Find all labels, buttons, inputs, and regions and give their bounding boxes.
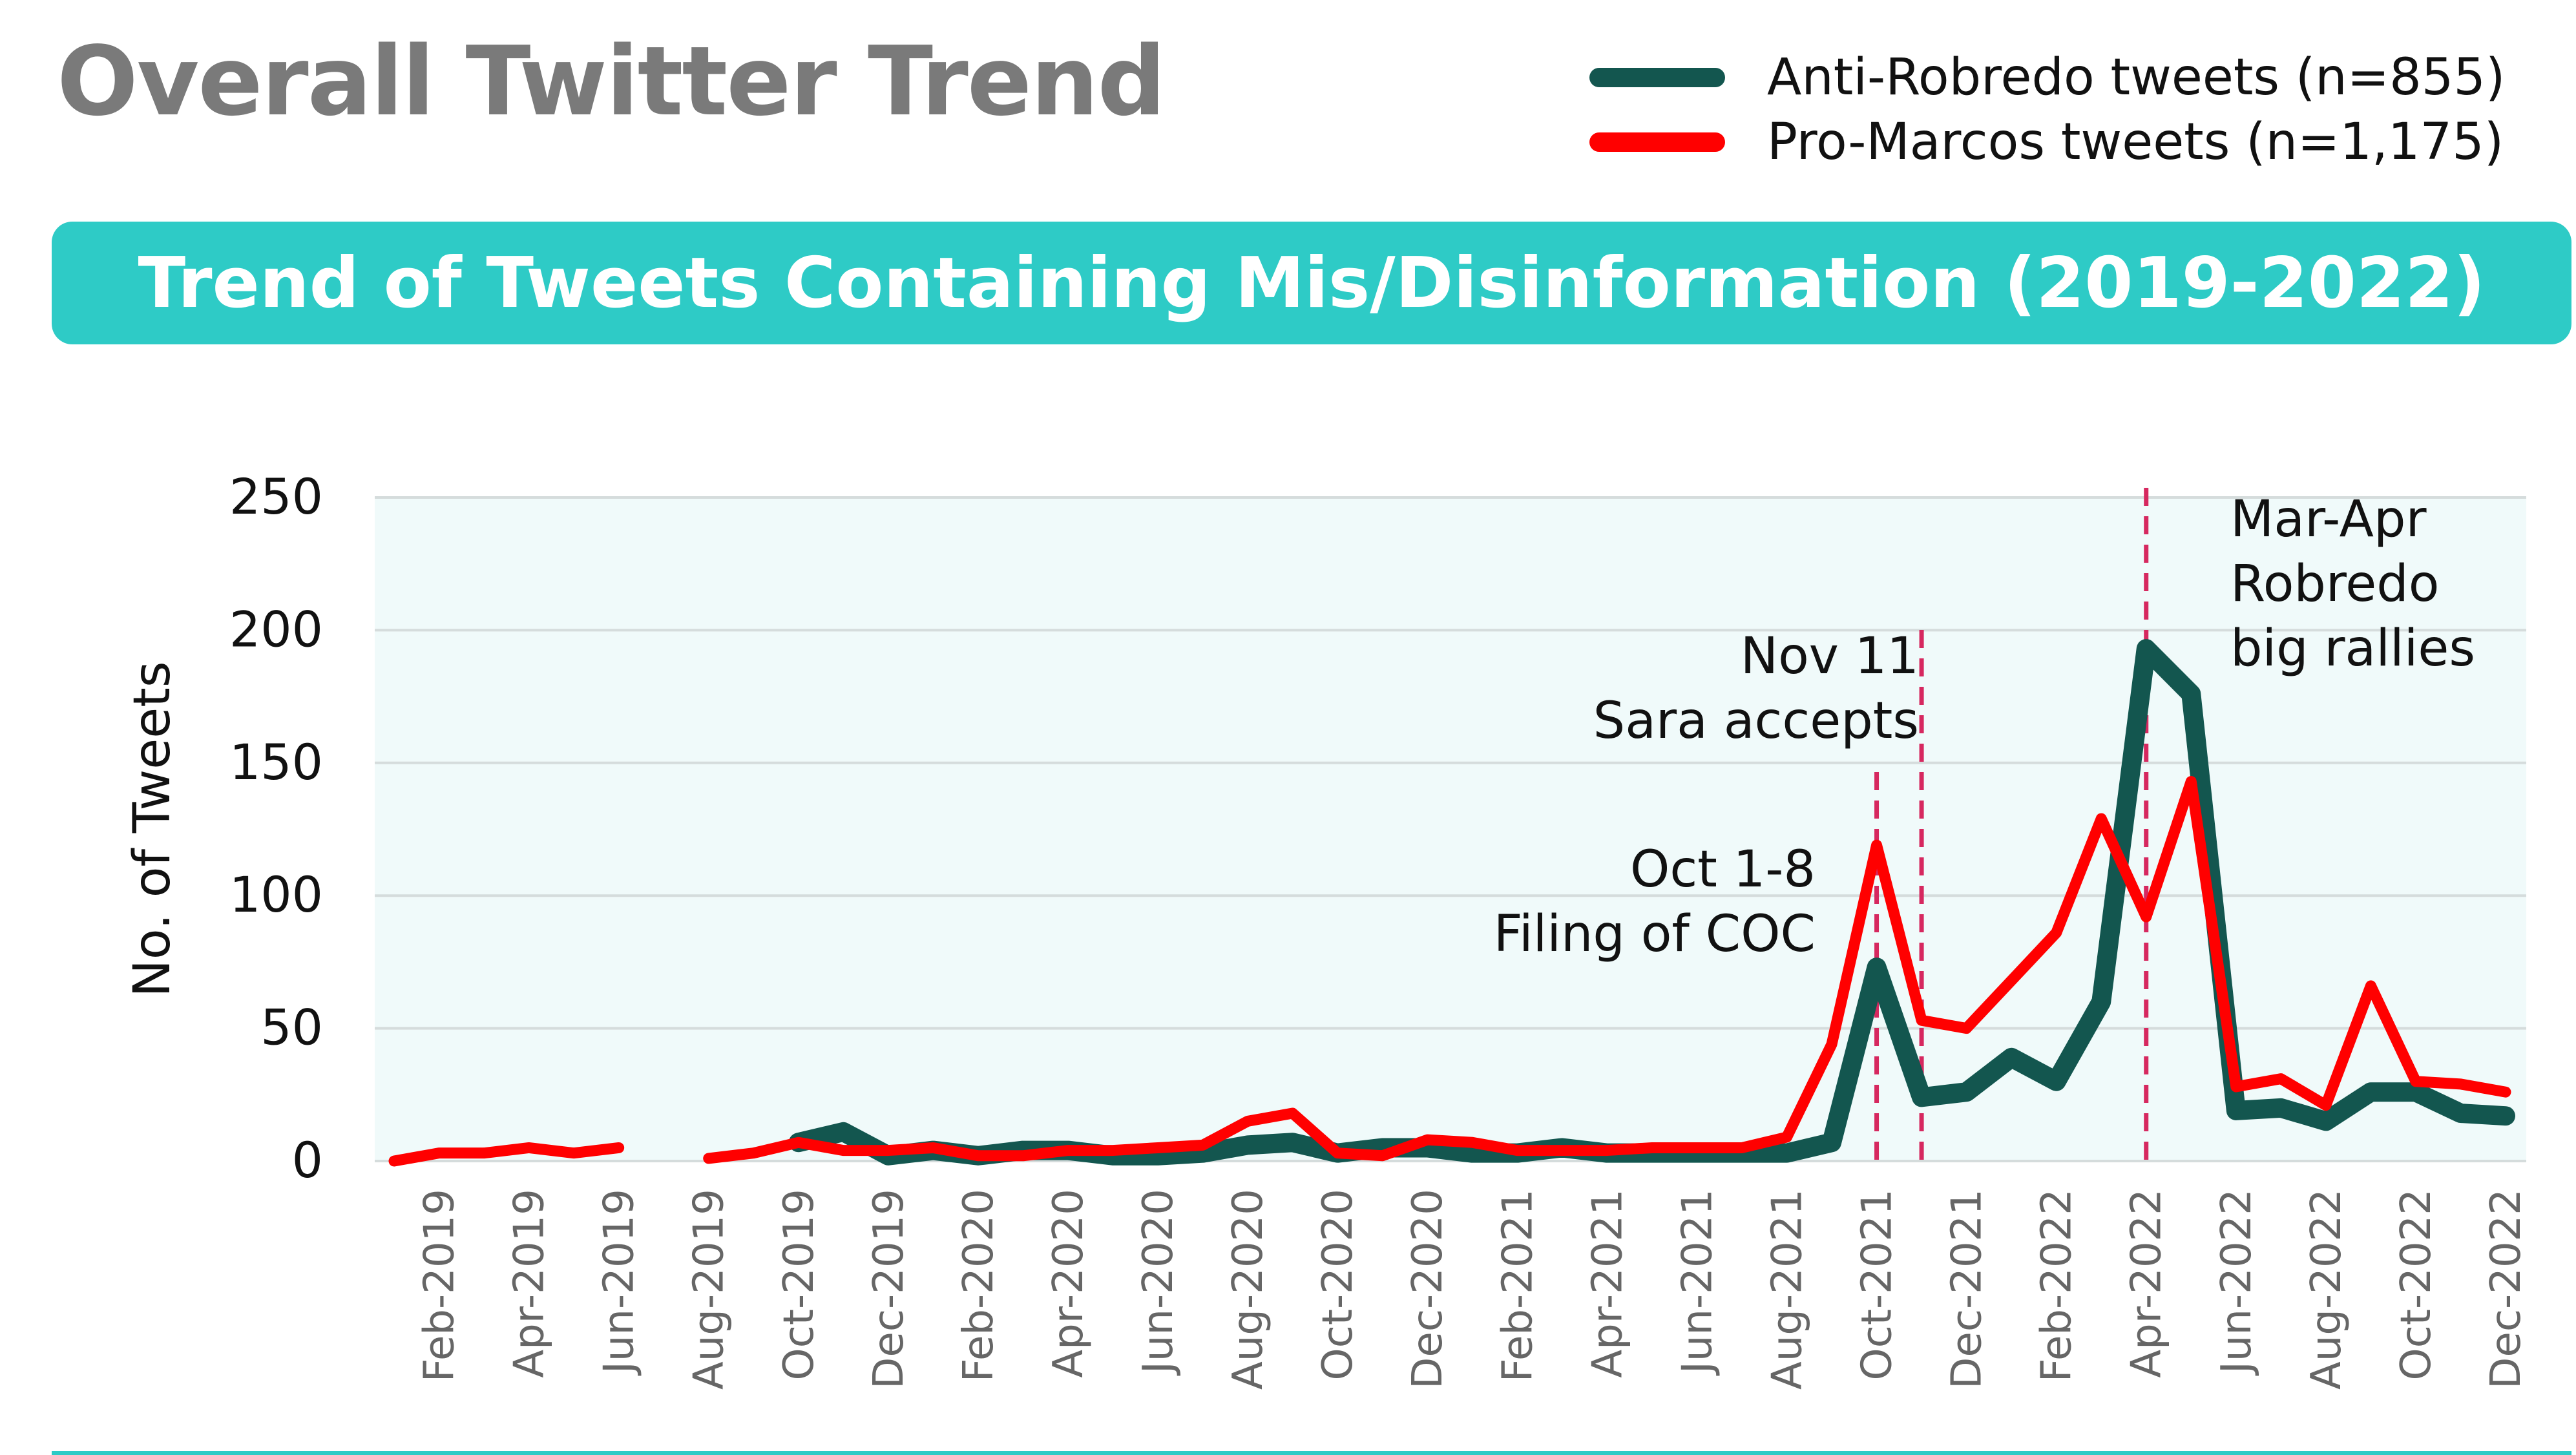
- legend: Anti-Robredo tweets (n=855) Pro-Marcos t…: [1589, 45, 2505, 174]
- x-tick-label: Feb-2021: [1494, 1189, 1542, 1382]
- chart-banner: Trend of Tweets Containing Mis/Disinform…: [52, 222, 2571, 344]
- x-tick-label: Feb-2019: [416, 1189, 464, 1382]
- x-tick-label: Feb-2020: [955, 1189, 1003, 1382]
- x-tick-label: Oct-2020: [1314, 1189, 1362, 1381]
- pro-marcos-line: [388, 1142, 625, 1167]
- annotation-text: Robredo: [2230, 555, 2440, 613]
- y-tick-label: 0: [292, 1131, 323, 1189]
- x-tick-label: Apr-2021: [1584, 1189, 1631, 1378]
- y-tick-label: 50: [260, 999, 323, 1056]
- x-tick-label: Oct-2022: [2393, 1189, 2440, 1381]
- legend-item-pro: Pro-Marcos tweets (n=1,175): [1589, 110, 2505, 174]
- x-tick-label: Dec-2019: [865, 1189, 913, 1389]
- plot-area: [375, 497, 2526, 1161]
- banner-title: Trend of Tweets Containing Mis/Disinform…: [138, 242, 2486, 324]
- legend-swatch-pro: [1589, 132, 1725, 152]
- x-tick-label: Oct-2019: [775, 1189, 823, 1381]
- x-tick-label: Jun-2020: [1135, 1189, 1182, 1376]
- y-tick-label: 100: [229, 866, 323, 923]
- y-tick-label: 200: [229, 600, 323, 658]
- x-tick-label: Dec-2022: [2482, 1189, 2530, 1389]
- y-tick-label: 250: [229, 468, 323, 525]
- bottom-divider: [52, 1451, 2571, 1455]
- annotation-text: Mar-Apr: [2230, 490, 2427, 549]
- x-tick-label: Jun-2019: [596, 1189, 644, 1376]
- x-tick-label: Dec-2020: [1404, 1189, 1452, 1389]
- x-tick-label: Aug-2019: [686, 1189, 733, 1390]
- annotation-text: Oct 1-8: [1630, 841, 1816, 899]
- y-tick-label: 150: [229, 733, 323, 791]
- x-tick-label: Feb-2022: [2033, 1189, 2081, 1382]
- annotation-text: big rallies: [2230, 620, 2475, 678]
- x-tick-label: Dec-2021: [1943, 1189, 1991, 1389]
- page-title: Overall Twitter Trend: [57, 26, 1166, 137]
- x-tick-label: Apr-2019: [506, 1189, 554, 1378]
- annotation-text: Filing of COC: [1494, 905, 1816, 963]
- annotation-text: Nov 11: [1741, 627, 1919, 686]
- x-tick-label: Jun-2021: [1673, 1189, 1721, 1376]
- legend-item-anti: Anti-Robredo tweets (n=855): [1589, 45, 2505, 110]
- pro-marcos-line: [703, 776, 2511, 1164]
- x-tick-label: Apr-2020: [1045, 1189, 1093, 1378]
- annotation-text: Sara accepts: [1593, 692, 1919, 750]
- x-tick-label: Oct-2021: [1854, 1189, 1901, 1381]
- legend-label-pro: Pro-Marcos tweets (n=1,175): [1767, 113, 2504, 171]
- legend-label-anti: Anti-Robredo tweets (n=855): [1767, 48, 2506, 107]
- x-tick-label: Jun-2022: [2213, 1189, 2261, 1376]
- x-tick-label: Aug-2021: [1763, 1189, 1811, 1390]
- x-tick-label: Apr-2022: [2123, 1189, 2171, 1378]
- x-tick-label: Aug-2022: [2303, 1189, 2351, 1390]
- x-tick-label: Aug-2020: [1224, 1189, 1272, 1390]
- y-axis-label: No. of Tweets: [123, 662, 182, 998]
- legend-swatch-anti: [1589, 68, 1725, 87]
